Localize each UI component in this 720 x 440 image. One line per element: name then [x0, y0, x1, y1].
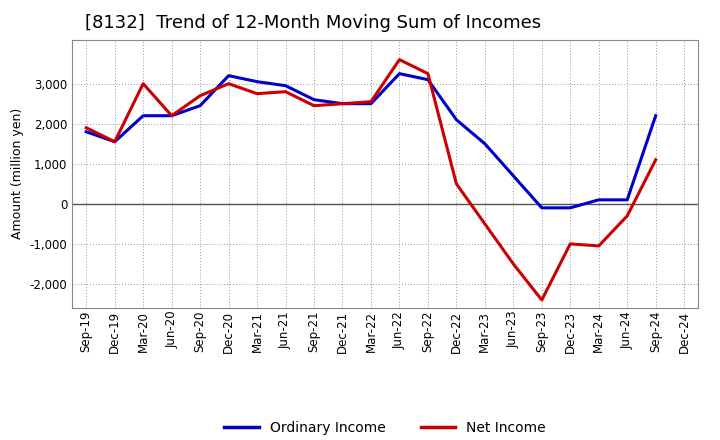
Net Income [110, 139, 119, 144]
Ordinary Income [652, 113, 660, 118]
Net Income [423, 71, 432, 76]
Net Income [452, 181, 461, 187]
Net Income [652, 157, 660, 162]
Ordinary Income [110, 139, 119, 144]
Net Income [623, 213, 631, 219]
Ordinary Income [366, 101, 375, 106]
Ordinary Income [595, 197, 603, 202]
Ordinary Income [537, 205, 546, 210]
Legend: Ordinary Income, Net Income: Ordinary Income, Net Income [219, 415, 552, 440]
Line: Net Income: Net Income [86, 60, 656, 300]
Line: Ordinary Income: Ordinary Income [86, 73, 656, 208]
Ordinary Income [196, 103, 204, 108]
Net Income [282, 89, 290, 94]
Net Income [366, 99, 375, 104]
Net Income [139, 81, 148, 86]
Net Income [167, 113, 176, 118]
Ordinary Income [225, 73, 233, 78]
Ordinary Income [282, 83, 290, 88]
Ordinary Income [139, 113, 148, 118]
Ordinary Income [452, 117, 461, 122]
Ordinary Income [509, 173, 518, 179]
Ordinary Income [423, 77, 432, 82]
Net Income [595, 243, 603, 249]
Net Income [225, 81, 233, 86]
Net Income [82, 125, 91, 130]
Ordinary Income [338, 101, 347, 106]
Text: [8132]  Trend of 12-Month Moving Sum of Incomes: [8132] Trend of 12-Month Moving Sum of I… [84, 15, 541, 33]
Ordinary Income [623, 197, 631, 202]
Net Income [480, 221, 489, 227]
Y-axis label: Amount (million yen): Amount (million yen) [11, 108, 24, 239]
Net Income [395, 57, 404, 62]
Net Income [509, 261, 518, 267]
Net Income [196, 93, 204, 98]
Net Income [310, 103, 318, 108]
Net Income [537, 297, 546, 303]
Ordinary Income [253, 79, 261, 84]
Ordinary Income [566, 205, 575, 210]
Net Income [566, 241, 575, 246]
Ordinary Income [480, 141, 489, 147]
Ordinary Income [310, 97, 318, 103]
Ordinary Income [395, 71, 404, 76]
Net Income [253, 91, 261, 96]
Net Income [338, 101, 347, 106]
Ordinary Income [167, 113, 176, 118]
Ordinary Income [82, 129, 91, 134]
